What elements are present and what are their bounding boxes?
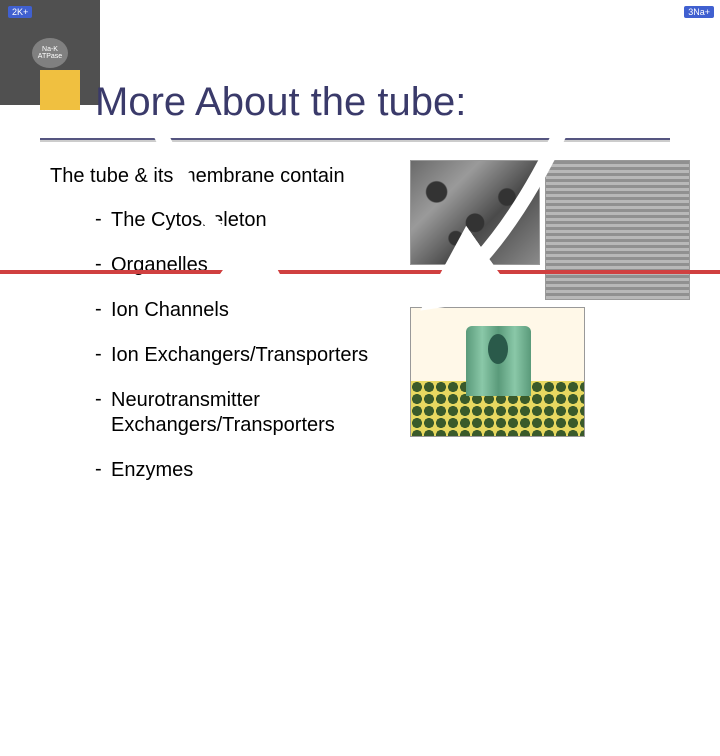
- na-k-pump-image: Na-K ATPase 2K+ 3Na+: [0, 0, 100, 105]
- arrows-icon: [0, 0, 720, 756]
